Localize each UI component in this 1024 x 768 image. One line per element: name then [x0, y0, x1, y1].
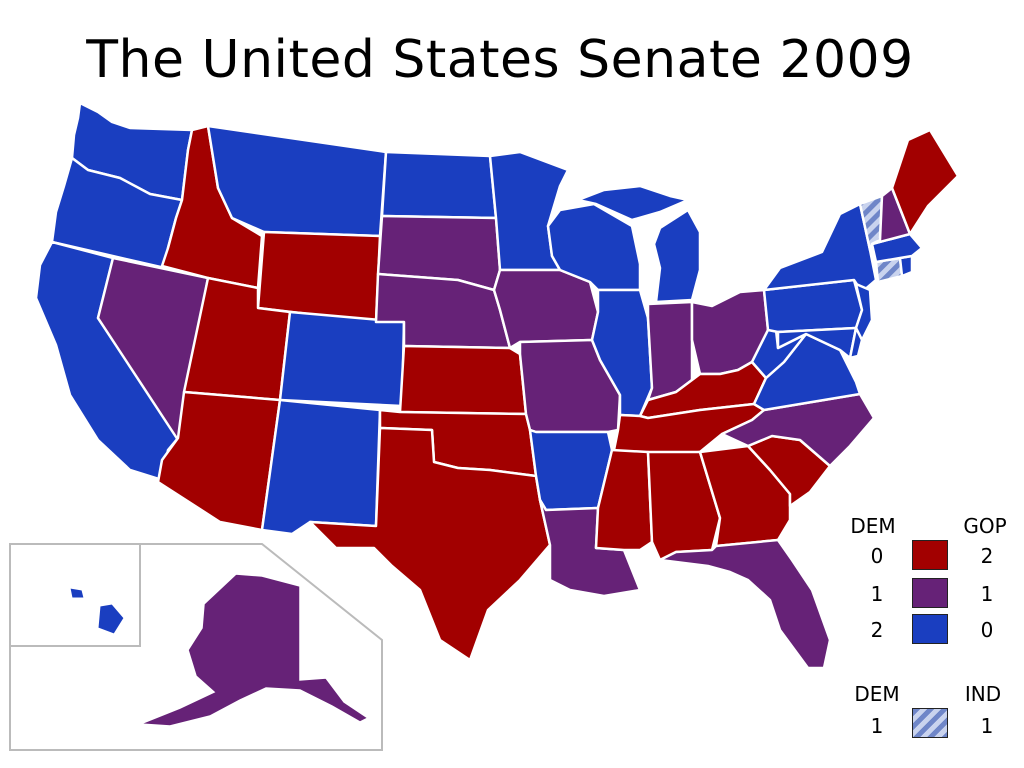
legend-swatch-gop2 [912, 540, 948, 570]
legend-ind-dem-header: DEM [854, 682, 900, 706]
state-MI-upper[interactable] [576, 184, 690, 222]
state-NH[interactable] [870, 186, 912, 246]
state-RI[interactable] [898, 254, 914, 278]
state-ND[interactable] [380, 150, 498, 220]
state-WY[interactable] [256, 230, 382, 324]
legend-row2-dem: 1 [870, 582, 884, 606]
state-NM[interactable] [260, 398, 382, 536]
legend-row1-gop: 2 [980, 544, 994, 568]
state-HI[interactable] [97, 603, 125, 635]
state-MI[interactable] [652, 208, 702, 304]
state-FL[interactable] [658, 538, 832, 670]
legend-row2-gop: 1 [980, 582, 994, 606]
legend-swatch-split [912, 578, 948, 608]
legend-ind-value: 1 [980, 714, 994, 738]
state-TX[interactable] [308, 426, 552, 662]
state-DE[interactable] [848, 326, 864, 360]
state-AK[interactable] [139, 573, 370, 727]
legend-ind-header: IND [964, 682, 1002, 706]
inset-frame [9, 543, 383, 751]
state-CO[interactable] [278, 310, 406, 408]
state-ME[interactable] [890, 128, 960, 236]
legend-gop-header: GOP [963, 514, 1007, 538]
legend-swatch-dem2 [912, 614, 948, 644]
state-KS[interactable] [398, 344, 528, 416]
map-title: The United States Senate 2009 [86, 30, 914, 90]
state-IA[interactable] [492, 268, 600, 350]
legend-row3-dem: 2 [870, 618, 884, 642]
legend-row1-dem: 0 [870, 544, 884, 568]
legend-ind-dem-value: 1 [870, 714, 884, 738]
legend-swatch-ind [912, 708, 948, 738]
legend-dem-header: DEM [850, 514, 896, 538]
state-HI-islands[interactable] [69, 587, 85, 599]
state-NY[interactable] [762, 202, 878, 294]
legend-row3-gop: 0 [980, 618, 994, 642]
state-MT[interactable] [206, 124, 388, 238]
state-NC[interactable] [720, 392, 876, 468]
